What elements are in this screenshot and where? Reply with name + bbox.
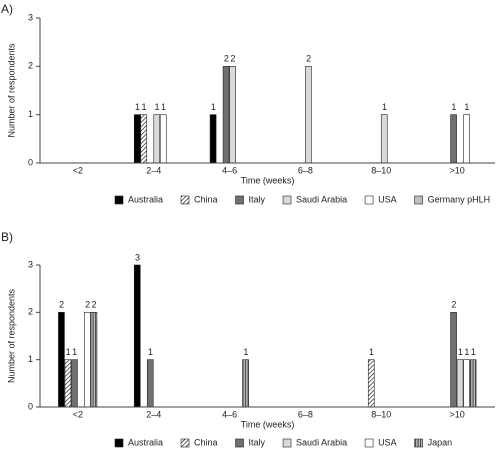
data-label: 1 xyxy=(135,102,140,112)
bar xyxy=(456,359,464,408)
x-tick-label: 2–4 xyxy=(146,165,161,175)
bar xyxy=(71,359,78,408)
legend-label: Germany pHLH xyxy=(428,194,491,204)
data-label: 1 xyxy=(464,102,469,112)
bar xyxy=(64,359,72,408)
data-label: 1 xyxy=(72,347,77,357)
legend-swatch xyxy=(235,438,244,448)
legend-label: Italy xyxy=(249,437,266,447)
legend-swatch xyxy=(282,195,292,205)
legend-label: Australia xyxy=(128,194,163,204)
bar xyxy=(90,312,98,408)
data-label: 1 xyxy=(243,347,248,357)
data-label: 1 xyxy=(382,102,387,112)
legend-label: China xyxy=(194,437,218,447)
legend-swatch xyxy=(235,195,244,205)
bar xyxy=(153,114,161,164)
legend-swatch xyxy=(114,438,124,448)
x-tick-label: <2 xyxy=(73,165,83,175)
x-tick-label: 6–8 xyxy=(298,409,313,419)
bar xyxy=(229,66,236,164)
bar xyxy=(159,114,167,164)
y-tick-label: 1 xyxy=(28,354,33,364)
bar xyxy=(84,312,91,408)
bar xyxy=(242,359,249,408)
bar xyxy=(133,264,141,408)
bar xyxy=(463,114,470,164)
legend-swatch xyxy=(114,195,124,205)
bar xyxy=(367,359,375,408)
data-label: 1 xyxy=(148,347,153,357)
bar xyxy=(305,66,312,164)
panel-label: B) xyxy=(1,230,13,244)
data-label: 1 xyxy=(464,347,469,357)
data-label: 2 xyxy=(230,54,235,64)
x-tick-label: 4–6 xyxy=(222,165,237,175)
bar xyxy=(140,114,148,164)
bar xyxy=(222,66,230,164)
legend-swatch xyxy=(282,438,292,448)
x-axis-label: Time (weeks) xyxy=(241,175,295,185)
legend-swatch xyxy=(180,195,190,205)
legend-swatch xyxy=(364,195,374,205)
legend-label: Italy xyxy=(249,194,266,204)
y-tick-label: 2 xyxy=(28,61,33,71)
data-label: 1 xyxy=(451,102,456,112)
bar xyxy=(209,114,217,164)
legend-label: Saudi Arabia xyxy=(296,437,347,447)
data-label: 1 xyxy=(211,102,216,112)
y-tick-label: 0 xyxy=(28,401,33,411)
data-label: 2 xyxy=(451,300,456,310)
legend-label: Japan xyxy=(428,437,453,447)
y-axis-label: Number of respondents xyxy=(6,288,16,383)
data-label: 1 xyxy=(154,102,159,112)
x-tick-label: <2 xyxy=(73,409,83,419)
data-label: 2 xyxy=(224,54,229,64)
bar xyxy=(380,114,388,164)
legend-swatch xyxy=(414,438,423,448)
data-label: 1 xyxy=(66,347,71,357)
y-axis-label: Number of respondents xyxy=(6,43,16,138)
data-label: 3 xyxy=(135,252,140,262)
legend-swatch xyxy=(180,438,190,448)
bar xyxy=(450,114,457,164)
legend-label: Saudi Arabia xyxy=(296,194,347,204)
x-tick-label: 4–6 xyxy=(222,409,237,419)
data-label: 1 xyxy=(141,102,146,112)
data-label: 1 xyxy=(161,102,166,112)
legend-label: Australia xyxy=(128,437,163,447)
bar xyxy=(146,359,154,408)
x-tick-label: 8–10 xyxy=(371,165,391,175)
y-tick-label: 1 xyxy=(28,109,33,119)
panel-label: A) xyxy=(1,2,13,16)
legend-label: USA xyxy=(378,194,397,204)
x-tick-label: >10 xyxy=(449,165,464,175)
y-tick-label: 2 xyxy=(28,307,33,317)
y-tick-label: 3 xyxy=(28,259,33,269)
data-label: 2 xyxy=(59,300,64,310)
bar xyxy=(469,359,477,408)
x-tick-label: 6–8 xyxy=(298,165,313,175)
x-tick-label: 2–4 xyxy=(146,409,161,419)
legend-swatch xyxy=(414,195,423,205)
bar xyxy=(133,114,141,164)
legend-swatch xyxy=(364,438,374,448)
data-label: 2 xyxy=(92,300,97,310)
data-label: 2 xyxy=(85,300,90,310)
bar xyxy=(450,312,457,408)
data-label: 1 xyxy=(458,347,463,357)
bar xyxy=(463,359,470,408)
bar xyxy=(58,312,65,408)
x-tick-label: >10 xyxy=(449,409,464,419)
x-tick-label: 8–10 xyxy=(371,409,391,419)
y-tick-label: 3 xyxy=(28,12,33,22)
y-tick-label: 0 xyxy=(28,157,33,167)
data-label: 2 xyxy=(306,54,311,64)
data-label: 1 xyxy=(369,347,374,357)
legend-label: China xyxy=(194,194,218,204)
legend-label: USA xyxy=(378,437,397,447)
x-axis-label: Time (weeks) xyxy=(241,419,295,429)
data-label: 1 xyxy=(471,347,476,357)
